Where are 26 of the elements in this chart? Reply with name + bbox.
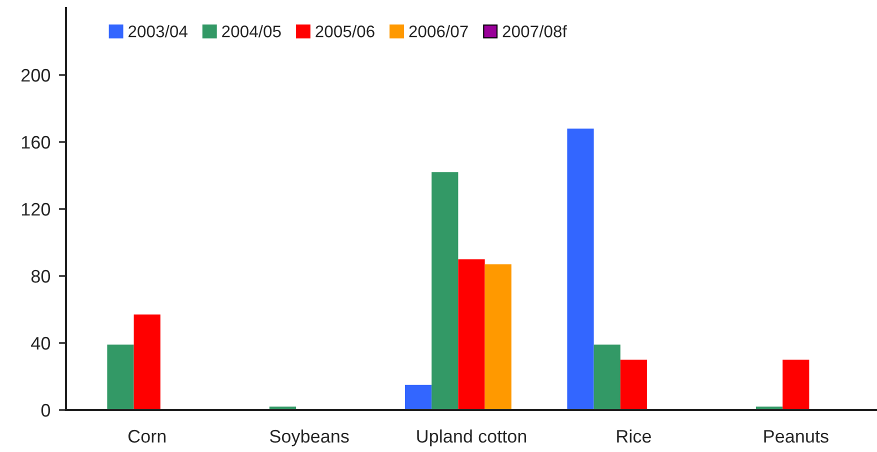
legend-label: 2006/07 [409,25,468,38]
legend-label: 2003/04 [128,25,188,38]
bar [484,264,512,410]
bar [134,314,160,410]
bar [458,259,485,410]
bar [432,172,458,410]
bar [782,360,810,410]
x-tick-label: Rice [617,429,651,443]
y-tick-label: 120 [22,202,50,216]
legend-label: 2005/06 [316,25,374,38]
bar [594,344,620,410]
y-tick-label: 40 [31,336,50,350]
y-tick-label: 0 [41,404,50,417]
y-tick-label: 160 [22,136,50,149]
bar [405,384,432,410]
y-tick-label: 80 [31,270,50,283]
bar [567,128,594,410]
x-tick-label: Corn [128,430,166,443]
legend-label: 2007/08f [502,25,567,38]
y-tick-label: 200 [22,68,50,82]
x-tick-label: Soybeans [270,429,349,446]
bar [620,360,647,410]
bar [107,344,134,410]
x-tick-label: Peanuts [764,430,828,443]
legend-label: 2004/05 [222,25,281,38]
x-tick-label: Upland cotton [417,429,526,446]
